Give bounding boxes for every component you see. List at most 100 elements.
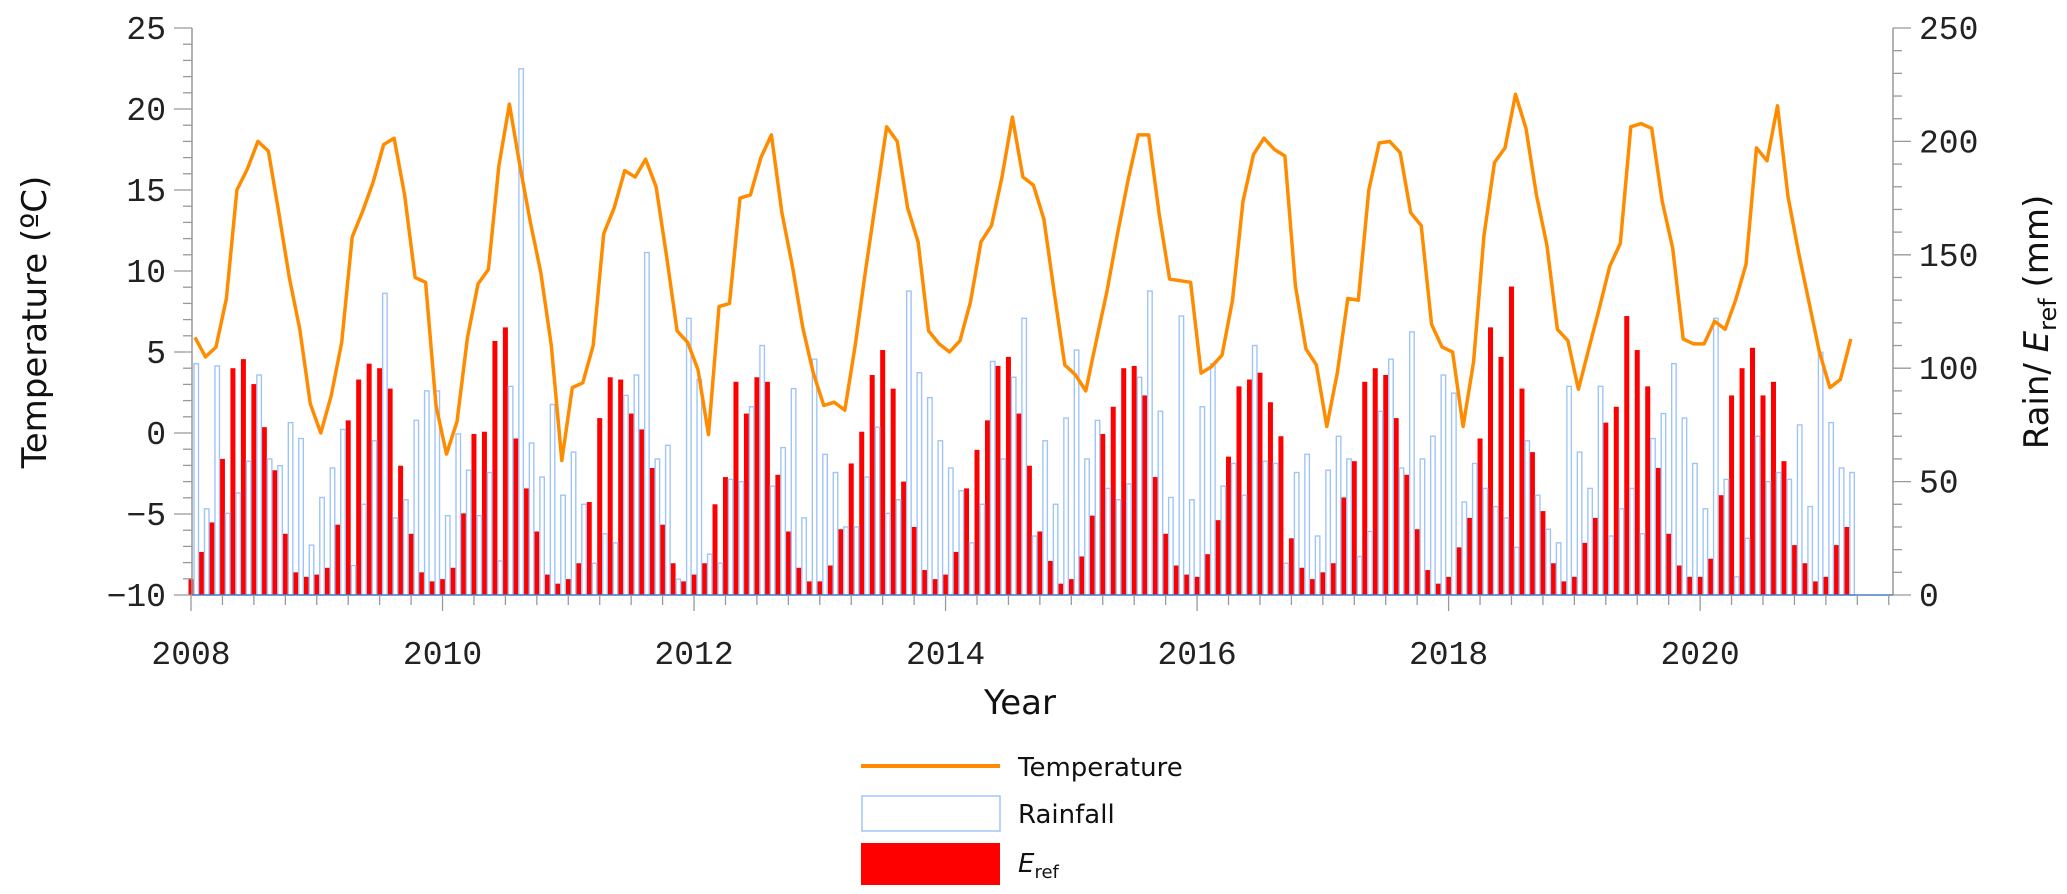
eref-bar bbox=[1592, 517, 1598, 595]
eref-bar bbox=[1309, 579, 1315, 595]
eref-bar bbox=[1194, 576, 1200, 595]
rainfall-bar bbox=[1576, 451, 1583, 596]
right-axis-title-suffix: (mm) bbox=[2017, 195, 2057, 299]
rainfall-bar bbox=[581, 503, 587, 596]
rainfall-bar bbox=[1000, 458, 1007, 596]
eref-bar bbox=[544, 574, 550, 595]
eref-bar bbox=[607, 377, 613, 595]
left-tick-label: 20 bbox=[126, 93, 166, 130]
eref-bar bbox=[1393, 418, 1399, 595]
eref-bar bbox=[1351, 461, 1357, 595]
eref-bar bbox=[754, 377, 760, 595]
eref-bar bbox=[586, 502, 592, 595]
rainfall-bar bbox=[371, 440, 378, 596]
right-axis-title-prefix: Rain/ bbox=[2017, 352, 2057, 449]
eref-bar bbox=[1414, 529, 1420, 595]
right-tick-label: 200 bbox=[1919, 125, 1978, 162]
rainfall-bar bbox=[979, 503, 986, 596]
rainfall-bar bbox=[1262, 460, 1269, 596]
rainfall-bar bbox=[654, 458, 661, 596]
rainfall-bar bbox=[235, 492, 242, 596]
eref-bar bbox=[670, 563, 676, 595]
rainfall-bar bbox=[1492, 505, 1499, 596]
eref-bar bbox=[733, 381, 739, 595]
rainfall-bar bbox=[486, 471, 493, 596]
eref-bar bbox=[261, 427, 267, 595]
rainfall-bar bbox=[1712, 317, 1719, 596]
legend-eref-swatch bbox=[861, 843, 1000, 885]
right-tick-label: 0 bbox=[1919, 579, 1939, 616]
rainfall-bar bbox=[1272, 462, 1279, 596]
rainfall-bar bbox=[1796, 424, 1803, 596]
eref-bar bbox=[1288, 538, 1294, 595]
rainfall-bar bbox=[1408, 331, 1415, 596]
eref-bar bbox=[1488, 327, 1494, 595]
eref-bar bbox=[1005, 356, 1011, 595]
right-tick-label: 100 bbox=[1919, 352, 1978, 389]
rainfall-bar bbox=[612, 542, 619, 596]
eref-bar bbox=[1750, 347, 1756, 595]
eref-bar bbox=[1634, 350, 1640, 595]
eref-bar bbox=[1477, 438, 1483, 595]
rainfall-bar bbox=[602, 533, 608, 596]
eref-bar bbox=[974, 449, 980, 595]
rainfall-bar bbox=[1838, 467, 1845, 596]
rainfall-bar bbox=[1293, 471, 1300, 596]
rainfall-bar bbox=[780, 446, 787, 596]
eref-bar bbox=[502, 327, 508, 595]
eref-bar bbox=[859, 431, 865, 595]
legend-temperature-label: Temperature bbox=[1017, 753, 1183, 783]
eref-bar bbox=[1571, 576, 1577, 595]
rainfall-bar bbox=[1597, 385, 1604, 596]
rainfall-bar bbox=[1283, 562, 1290, 596]
eref-bar bbox=[953, 551, 959, 595]
eref-bar bbox=[481, 431, 487, 595]
eref-bar bbox=[419, 572, 425, 595]
rainfall-bar bbox=[1461, 501, 1468, 596]
eref-bar bbox=[513, 438, 519, 595]
rainfall-bar bbox=[507, 385, 514, 596]
rainfall-bar bbox=[811, 358, 818, 596]
rainfall-bar bbox=[1618, 508, 1625, 596]
eref-bar bbox=[901, 481, 907, 595]
rainfall-bar bbox=[465, 469, 472, 596]
rainfall-bar bbox=[539, 476, 546, 596]
eref-bar bbox=[817, 581, 823, 595]
eref-bar bbox=[869, 375, 875, 595]
eref-bar bbox=[1802, 563, 1808, 595]
legend-eref-sub: ref bbox=[1034, 862, 1059, 883]
rainfall-bar bbox=[1545, 528, 1552, 596]
rainfall-bar bbox=[947, 467, 954, 596]
eref-bar bbox=[230, 368, 236, 595]
eref-bar bbox=[1257, 372, 1263, 595]
rainfall-bar bbox=[843, 526, 849, 596]
eref-bar bbox=[1425, 570, 1431, 595]
eref-bar bbox=[1246, 379, 1252, 595]
line-layer bbox=[193, 92, 1853, 463]
rainfall-bar bbox=[1167, 496, 1174, 596]
eref-bar bbox=[1058, 583, 1064, 595]
rainfall-bar bbox=[1398, 467, 1405, 596]
rainfall-bar bbox=[675, 578, 682, 596]
eref-bar bbox=[764, 381, 770, 595]
eref-bar bbox=[1844, 526, 1850, 595]
rainfall-bar bbox=[1828, 421, 1835, 596]
eref-bar bbox=[1561, 581, 1567, 595]
eref-bar bbox=[492, 340, 498, 595]
rainfall-bar bbox=[790, 387, 797, 596]
rainfall-bar bbox=[884, 512, 891, 596]
rainfall-bar bbox=[1126, 483, 1132, 596]
eref-bar bbox=[1676, 565, 1682, 595]
eref-bar bbox=[1446, 576, 1452, 595]
eref-bar bbox=[1267, 402, 1273, 595]
rainfall-bar bbox=[1178, 315, 1185, 596]
eref-bar bbox=[1330, 563, 1336, 595]
rainfall-bar bbox=[1419, 458, 1426, 596]
eref-bar bbox=[1372, 368, 1378, 595]
bar-layer bbox=[188, 68, 1856, 596]
rainfall-bar bbox=[560, 494, 566, 596]
eref-bar bbox=[1697, 576, 1703, 595]
eref-bar bbox=[366, 363, 372, 595]
eref-bar bbox=[1718, 495, 1724, 595]
eref-bar bbox=[1100, 433, 1106, 595]
